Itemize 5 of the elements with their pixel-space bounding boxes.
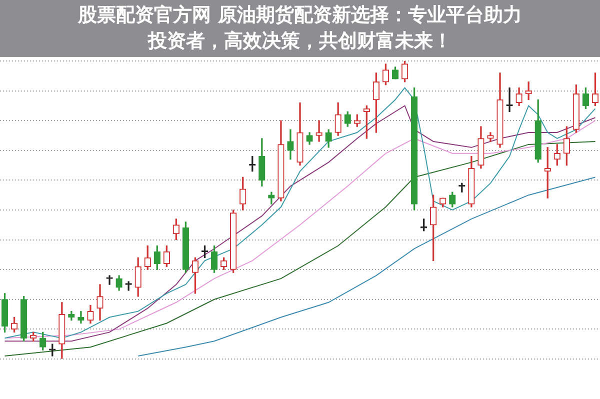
candlestick [106, 275, 113, 285]
candlestick [316, 120, 322, 142]
candlestick [525, 82, 532, 100]
chart-title: 股票配资官方网 原油期货配资新选择：专业平台助力投资者，高效决策，共创财富未来！ [0, 0, 600, 57]
candlestick [125, 281, 132, 291]
